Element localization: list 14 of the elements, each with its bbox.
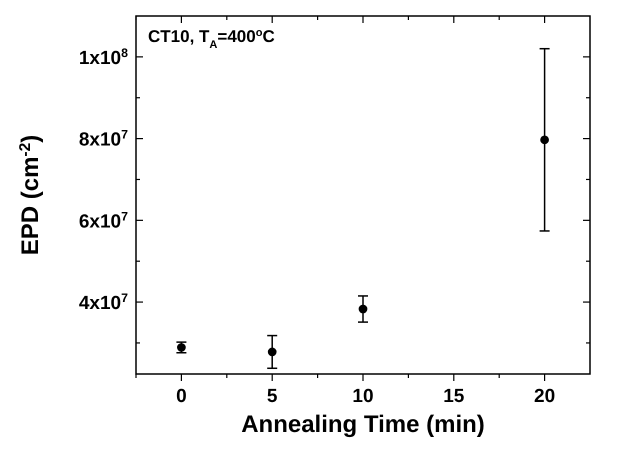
y-tick-label: 6x10$^{7}$ xyxy=(78,209,128,232)
point xyxy=(268,348,277,356)
x-axis-title: Annealing Time (min) xyxy=(241,411,485,438)
x-tick-label: 20 xyxy=(534,386,556,407)
annotation: CT10, T$_{A}$=400$^{o}$C xyxy=(148,27,275,51)
y-tick-label: 8x10$^{7}$ xyxy=(78,128,128,151)
x-tick-label: 10 xyxy=(352,386,374,407)
y-tick-label: 4x10$^{7}$ xyxy=(78,291,128,314)
point xyxy=(540,135,549,144)
x-tick-label: 0 xyxy=(176,386,187,407)
y-tick-label: 1x10$^{8}$ xyxy=(78,46,128,69)
x-tick-label: 5 xyxy=(266,386,278,407)
x-tick-label: 15 xyxy=(443,386,465,407)
point xyxy=(358,304,368,314)
